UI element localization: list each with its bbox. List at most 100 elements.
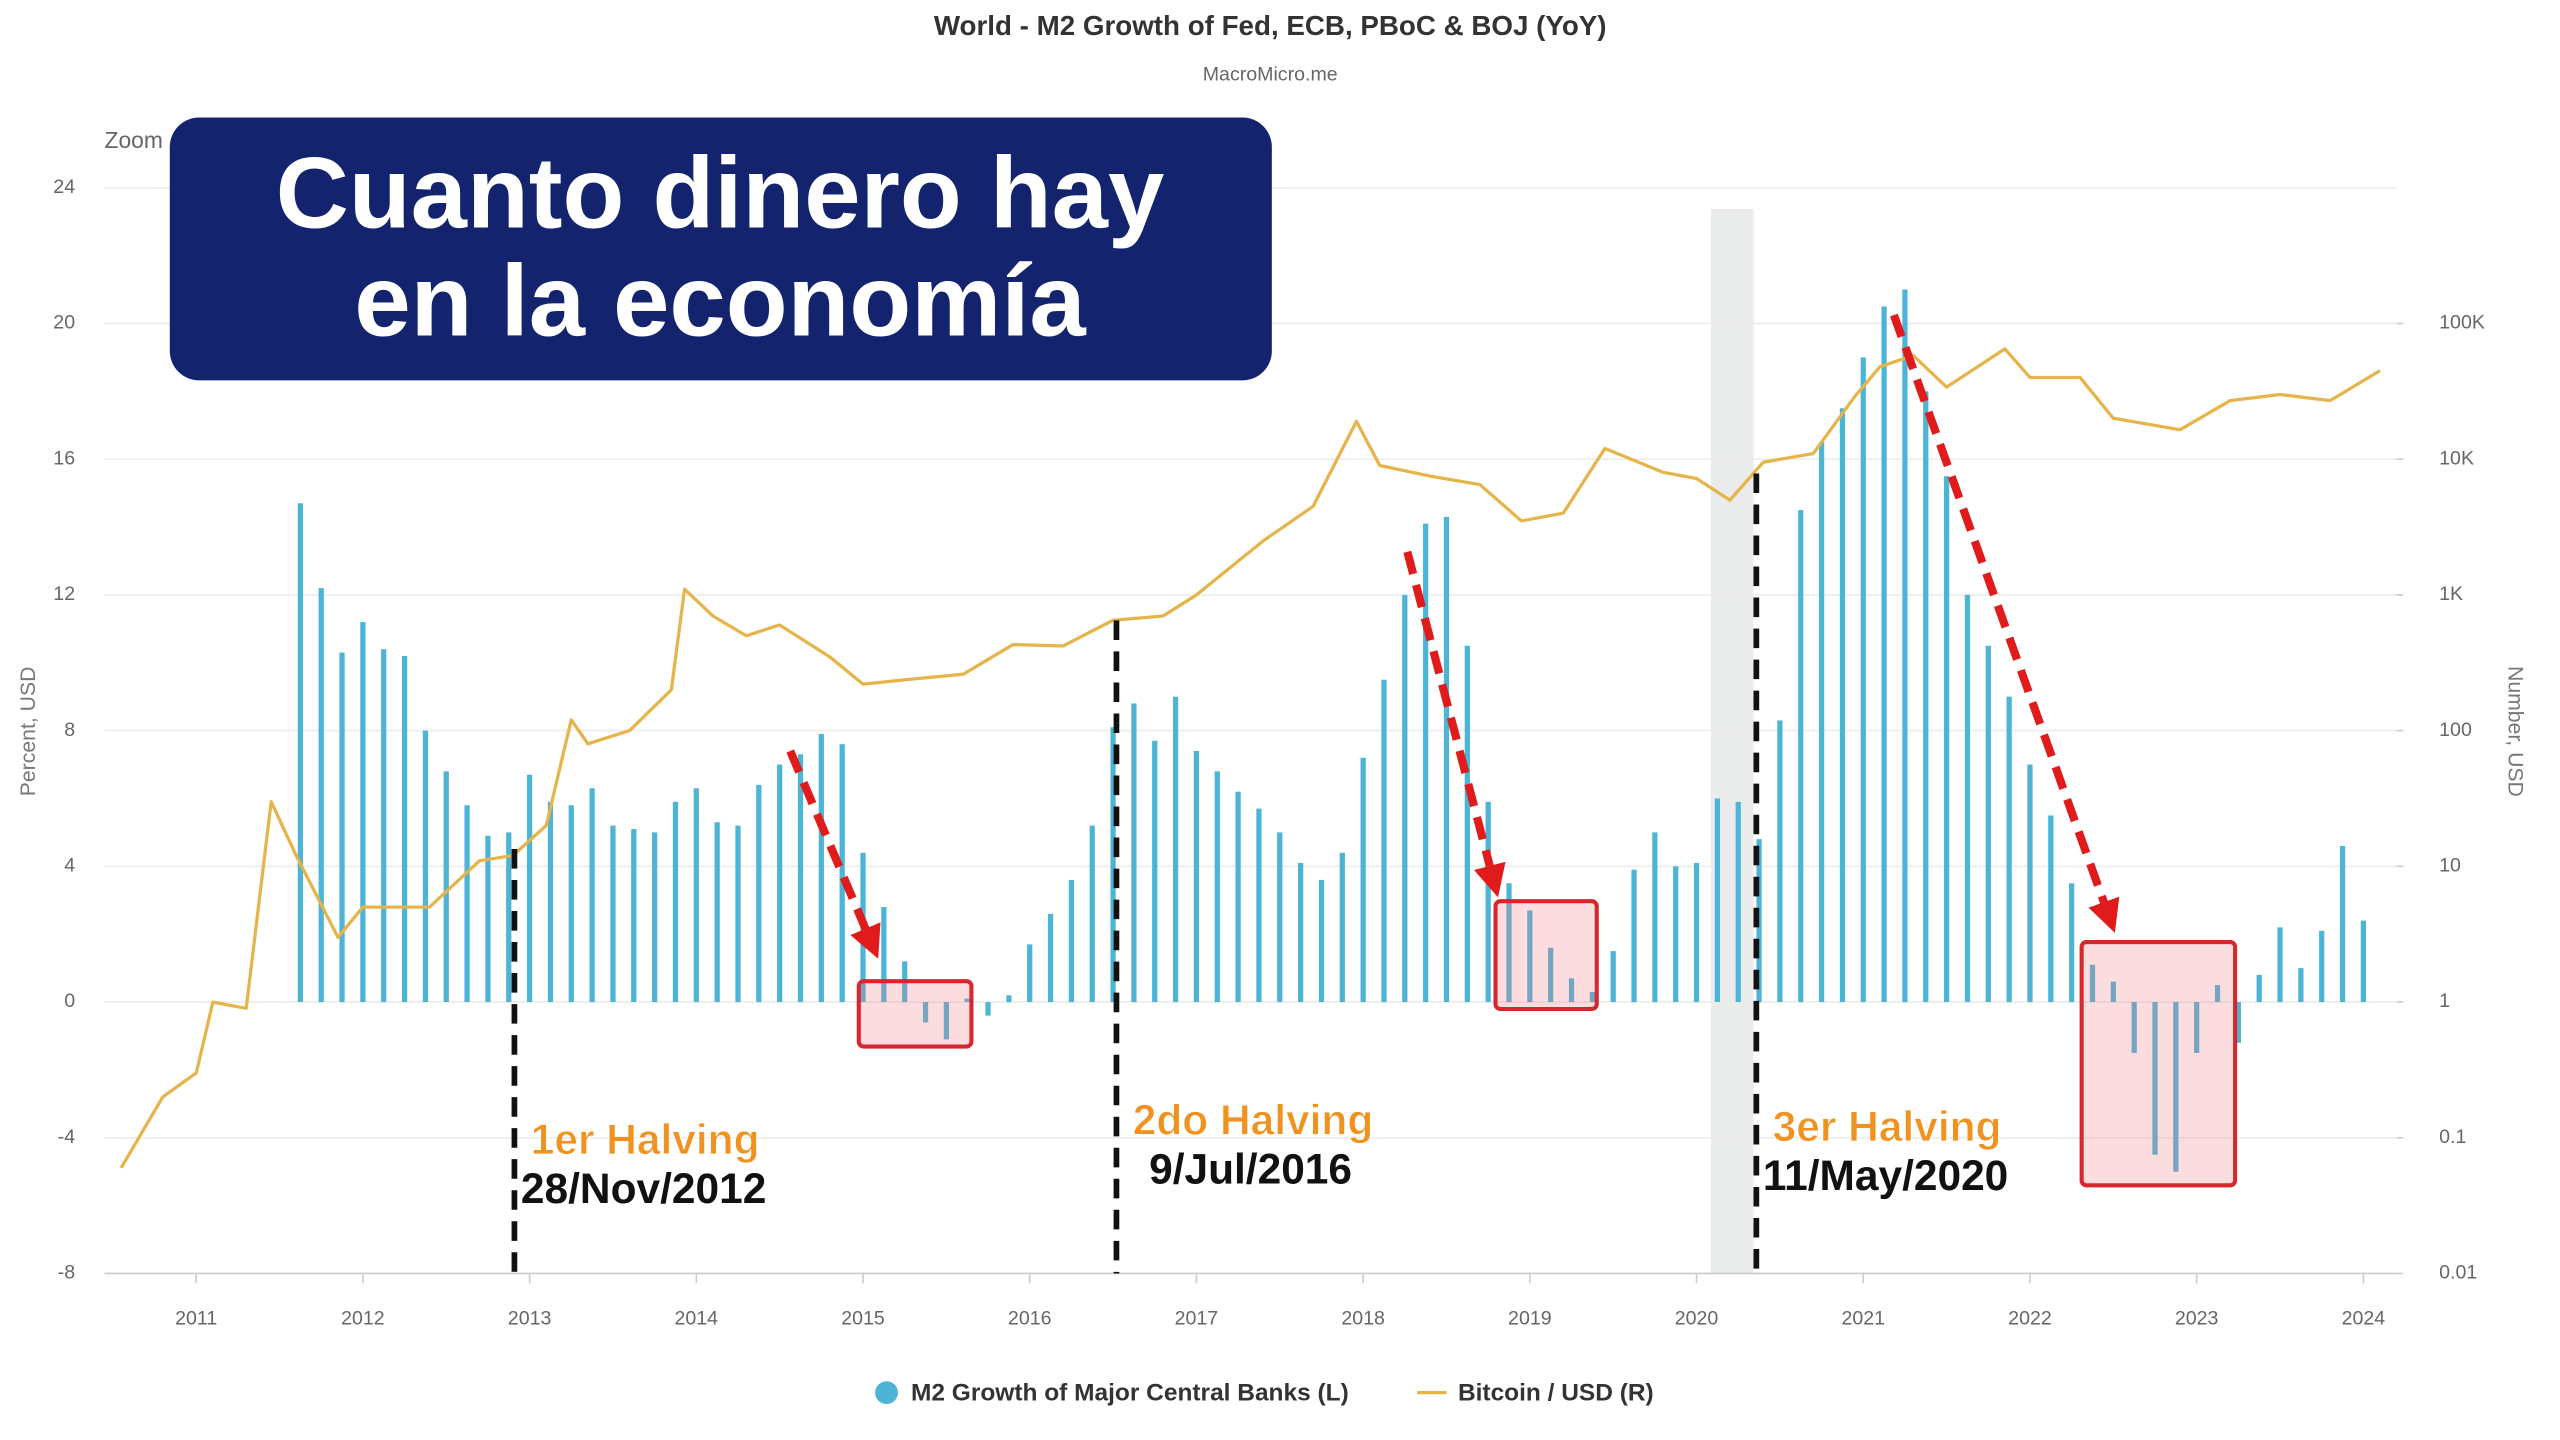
bar [1110,727,1116,1003]
bar [1777,720,1783,1003]
bar [1923,391,1929,1003]
bar [1652,832,1658,1003]
x-tick-label: 2023 [2175,1307,2219,1329]
bar [297,503,303,1003]
bar [1006,995,1012,1003]
bar [1298,862,1304,1003]
bar [1131,703,1137,1003]
bar [1318,879,1325,1003]
highlight-box [1493,899,1599,1012]
bar [2360,920,2367,1003]
bar [1985,645,1991,1003]
bar [2339,845,2346,1003]
bar [506,832,512,1003]
bar [339,652,345,1003]
arrows [786,313,2120,959]
bitcoin-line [119,347,2381,1169]
bar [652,832,658,1003]
y2-tick-label: 0.01 [2439,1262,2477,1284]
x-tick-label: 2022 [2008,1307,2052,1329]
bar [1381,679,1387,1003]
bar [547,801,554,1003]
y2-tick-label: 1 [2439,990,2450,1012]
bar [2152,1002,2158,1155]
bar [881,907,887,1003]
y2-tick-label: 1K [2439,583,2463,605]
bar [714,822,720,1003]
bar [2110,981,2116,1003]
bar [1235,791,1241,1003]
highlight-boxes [856,899,2238,1188]
bar [1339,852,1345,1003]
bar [922,1002,929,1023]
bar [1944,476,1950,1003]
bar [1839,408,1846,1003]
bar [360,622,366,1003]
bar [1464,645,1470,1003]
bar [485,835,491,1003]
bar [1568,978,1575,1003]
bar [568,805,574,1003]
bar [1818,442,1825,1003]
bar [777,764,783,1003]
overlay-title: Cuanto dinero hay [276,137,1165,250]
bar [381,649,387,1003]
legend: M2 Growth of Major Central Banks (L) Bitc… [875,1380,1654,1407]
x-tick-label: 2024 [2342,1307,2386,1329]
halving-label: 1er Halving [531,1116,760,1163]
arrow [1890,313,2120,933]
bar [1902,289,1908,1003]
highlight-box [856,979,974,1049]
bar [1047,913,1054,1003]
x-tick-label: 2020 [1675,1307,1719,1329]
bar [985,1002,991,1016]
bar [1443,516,1450,1003]
bar [610,825,616,1003]
bar [1714,798,1721,1003]
highlight-box [2079,940,2238,1188]
halving-date: 28/Nov/2012 [521,1165,766,1212]
bar [943,1002,949,1040]
bar [1735,801,1741,1003]
x-tick-label: 2013 [508,1307,552,1329]
bar [1027,944,1033,1003]
y-tick-label: -8 [58,1262,76,1284]
bar [1256,808,1262,1003]
bar [2027,764,2033,1003]
x-tick-label: 2021 [1841,1307,1885,1329]
bar [1860,357,1866,1003]
bar [1798,510,1804,1003]
overlay-title: en la economía [354,244,1086,357]
bar [1964,594,1971,1003]
bar [2089,964,2096,1003]
bar [464,805,470,1003]
bar [839,744,845,1003]
bar [1360,757,1366,1003]
overlay-box [169,117,1272,381]
bar [631,829,637,1003]
bar [1527,910,1533,1003]
bar [1068,879,1075,1003]
y-tick-label: 8 [64,719,75,741]
y2-tick-label: 0.1 [2439,1126,2466,1148]
y-tick-label: -4 [58,1126,76,1148]
y2-tick-label: 10K [2439,447,2474,469]
bar [2069,883,2075,1003]
bar [1506,883,1512,1003]
bar [2194,1002,2200,1053]
y-tick-label: 24 [53,176,75,198]
bar [1423,523,1429,1003]
bar [735,825,741,1003]
bar [672,801,679,1003]
chart-title: World - M2 Growth of Fed, ECB, PBoC & BO… [934,10,1607,41]
legend-label: Bitcoin / USD (R) [1458,1380,1654,1407]
halving-date: 9/Jul/2016 [1149,1145,1352,1192]
arrow [786,749,881,959]
bar [2006,696,2012,1003]
legend-swatch [875,1381,898,1405]
bar [1152,740,1158,1003]
bar [526,774,533,1003]
bar [2173,1002,2179,1172]
zoom-label[interactable]: Zoom [104,127,162,153]
